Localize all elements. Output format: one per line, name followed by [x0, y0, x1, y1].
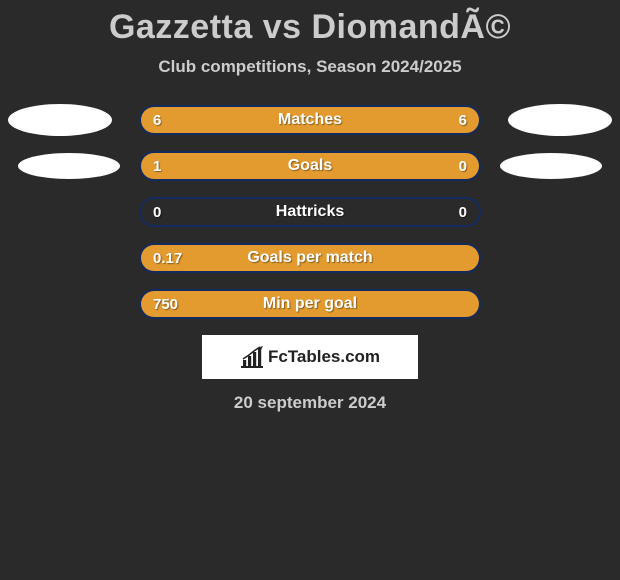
stat-row: 6Matches6: [0, 105, 620, 135]
stat-bar: 0.17Goals per match: [139, 243, 481, 273]
bar-gap: [141, 199, 479, 225]
stat-row: 750Min per goal: [0, 289, 620, 319]
player-avatar-left: [18, 153, 120, 179]
stat-row: 0.17Goals per match: [0, 243, 620, 273]
player-avatar-left: [8, 104, 112, 136]
bar-fill-left: [141, 107, 310, 133]
stat-bar: 6Matches6: [139, 105, 481, 135]
chart-icon: [240, 346, 264, 368]
player-avatar-right: [500, 153, 602, 179]
player-avatar-right: [508, 104, 612, 136]
logo-box[interactable]: FcTables.com: [202, 335, 418, 379]
subtitle: Club competitions, Season 2024/2025: [0, 57, 620, 77]
date-line: 20 september 2024: [0, 393, 620, 413]
comparison-card: Gazzetta vs DiomandÃ© Club competitions,…: [0, 0, 620, 413]
bar-fill-right: [411, 153, 479, 179]
stat-bar: 750Min per goal: [139, 289, 481, 319]
bar-fill-left: [141, 291, 479, 317]
stat-row: 1Goals0: [0, 151, 620, 181]
bar-fill-right: [310, 107, 479, 133]
stat-bar: 1Goals0: [139, 151, 481, 181]
stat-row: 0Hattricks0: [0, 197, 620, 227]
logo-text: FcTables.com: [268, 347, 380, 367]
stats-area: 6Matches6 1Goals0 0Hattricks0 0.17Goals per…: [0, 105, 620, 319]
stat-bar: 0Hattricks0: [139, 197, 481, 227]
bar-fill-left: [141, 245, 479, 271]
bar-fill-left: [141, 153, 411, 179]
page-title: Gazzetta vs DiomandÃ©: [0, 8, 620, 47]
